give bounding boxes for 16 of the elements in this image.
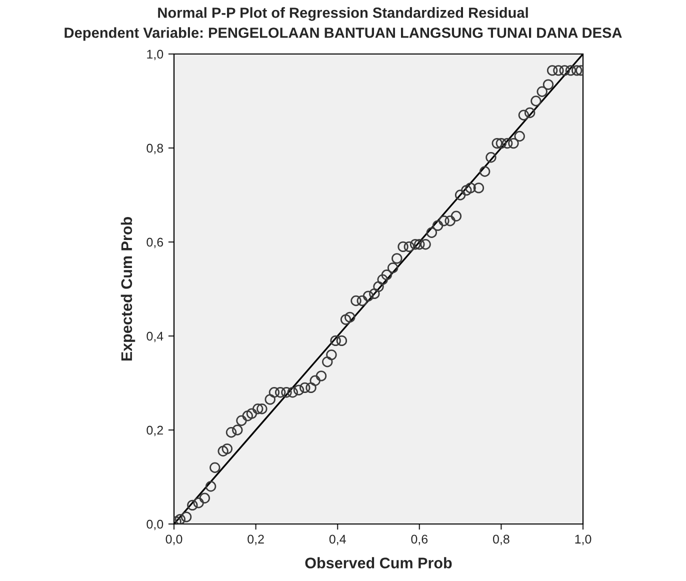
x-tick-label: 0,2 (248, 534, 264, 546)
y-tick-label: 0,6 (146, 238, 164, 248)
chart-subtitle: Dependent Variable: PENGELOLAAN BANTUAN LANGSUNG TUNAI DANA DESA (64, 27, 622, 41)
x-axis-title: Observed Cum Prob (305, 557, 452, 568)
y-tick-label: 0,0 (146, 520, 164, 530)
x-tick-label: 0,8 (493, 534, 510, 546)
chart-title: Normal P-P Plot of Regression Standardized Residual (158, 7, 528, 21)
x-tick-label: 1,0 (575, 534, 592, 546)
y-tick-label: 1,0 (147, 50, 164, 60)
x-tick-label: 0,6 (411, 534, 428, 546)
x-tick-label: 0,4 (329, 534, 346, 546)
y-axis-title: Expected Cum Prob (120, 217, 136, 361)
y-tick-label: 0,4 (146, 332, 164, 342)
y-tick-label: 0,8 (146, 144, 164, 154)
x-tick-label: 0,0 (166, 534, 182, 546)
y-tick-label: 0,2 (146, 426, 163, 436)
